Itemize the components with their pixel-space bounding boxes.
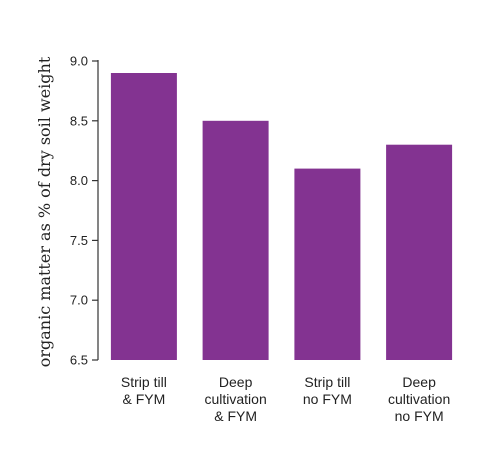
y-axis: 6.5 7.0 7.5 8.0 8.5 9.0 [70,54,99,368]
bar-4 [386,144,453,360]
bar-2 [202,120,269,360]
y-tick-label: 7.0 [70,293,88,308]
y-tick-label: 7.5 [70,233,88,248]
bar-3 [294,168,361,360]
bars [110,73,453,360]
y-tick-label: 6.5 [70,353,88,368]
x-axis-labels: Strip till & FYM Deep cultivation & FYM Strip… [121,374,450,424]
y-axis-title: organic matter as % of dry soil weight [35,56,54,367]
y-tick-label: 8.5 [70,113,88,128]
bar-1 [110,73,177,360]
y-tick-label: 8.0 [70,173,88,188]
x-category-label: Deep cultivation no FYM [388,374,450,424]
x-category-label: Deep cultivation & FYM [204,374,266,424]
x-category-label: Strip till & FYM [121,374,167,407]
x-category-label: Strip till no FYM [303,374,352,407]
y-tick-label: 9.0 [70,54,88,69]
